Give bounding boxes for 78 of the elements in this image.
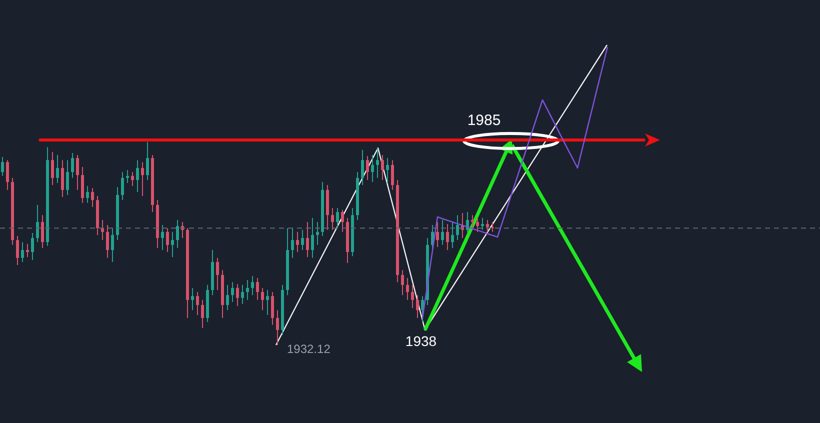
candlestick xyxy=(271,292,274,326)
candlestick xyxy=(26,243,29,258)
candlestick xyxy=(236,284,239,307)
candlestick xyxy=(16,235,19,266)
candlestick xyxy=(246,280,249,300)
candlestick xyxy=(291,228,294,258)
candlestick xyxy=(436,221,439,248)
candlestick xyxy=(166,228,169,253)
candlestick xyxy=(36,204,39,243)
candlestick xyxy=(21,242,24,262)
candlestick xyxy=(476,217,479,232)
candlestick xyxy=(146,142,149,180)
candlestick xyxy=(241,284,244,304)
candlestick xyxy=(161,224,164,250)
candlestick xyxy=(6,160,9,190)
candlestick xyxy=(226,284,229,311)
candlestick xyxy=(71,152,74,178)
candlestick xyxy=(386,158,389,184)
candlestick xyxy=(366,156,369,180)
candlestick xyxy=(61,160,64,198)
candlestick xyxy=(371,154,374,182)
candlestick xyxy=(311,217,314,258)
candlestick xyxy=(336,207,339,229)
candlestick xyxy=(486,219,489,232)
candlestick xyxy=(141,162,144,196)
candlestick xyxy=(406,278,409,300)
candlestick xyxy=(176,219,179,248)
candlestick xyxy=(106,224,109,258)
candlestick xyxy=(41,214,44,248)
annotation: 1932.12 xyxy=(287,342,331,356)
candlestick xyxy=(256,278,259,300)
candlestick xyxy=(171,231,174,258)
text: 1985 xyxy=(467,112,501,129)
candlestick xyxy=(401,270,404,296)
candlestick xyxy=(266,289,269,316)
candlestick xyxy=(131,172,134,187)
candlestick xyxy=(126,170,129,184)
candlestick xyxy=(471,214,474,230)
annotation: 1938 xyxy=(405,333,437,349)
candlestick xyxy=(296,231,299,253)
candlestick xyxy=(381,154,384,180)
candlestick xyxy=(76,154,79,190)
candlestick xyxy=(391,160,394,190)
candlestick xyxy=(306,221,309,258)
candlestick xyxy=(301,229,304,250)
candlestick xyxy=(231,282,234,302)
candlestick xyxy=(361,149,364,186)
candlestick xyxy=(31,232,34,260)
candlestick xyxy=(51,151,54,186)
candlestick xyxy=(376,148,379,178)
candlestick xyxy=(441,219,444,246)
candlestick xyxy=(86,186,89,204)
candlestick xyxy=(261,287,264,311)
candlestick xyxy=(316,221,319,246)
candlestick xyxy=(216,257,219,290)
candlestick xyxy=(191,287,194,311)
candlestick xyxy=(136,160,139,192)
candlestick xyxy=(111,228,114,262)
candlestick xyxy=(56,154,59,184)
candlestick xyxy=(201,299,204,328)
candlestick xyxy=(481,217,484,230)
candlestick xyxy=(251,275,254,296)
candlestick xyxy=(276,310,279,345)
candlestick xyxy=(491,221,494,232)
candlestick xyxy=(81,166,84,204)
candlestick xyxy=(91,188,94,208)
candlestick xyxy=(1,156,4,176)
candlestick xyxy=(416,294,419,318)
candlestick xyxy=(456,214,459,241)
candlestick xyxy=(66,160,69,196)
candlestick xyxy=(196,292,199,316)
candlestick xyxy=(451,221,454,248)
candlestick xyxy=(446,224,449,250)
candlestick xyxy=(101,219,104,241)
candlestick xyxy=(341,210,344,232)
candlestick xyxy=(121,172,124,201)
candlestick xyxy=(411,284,414,309)
candlestick xyxy=(331,207,334,230)
